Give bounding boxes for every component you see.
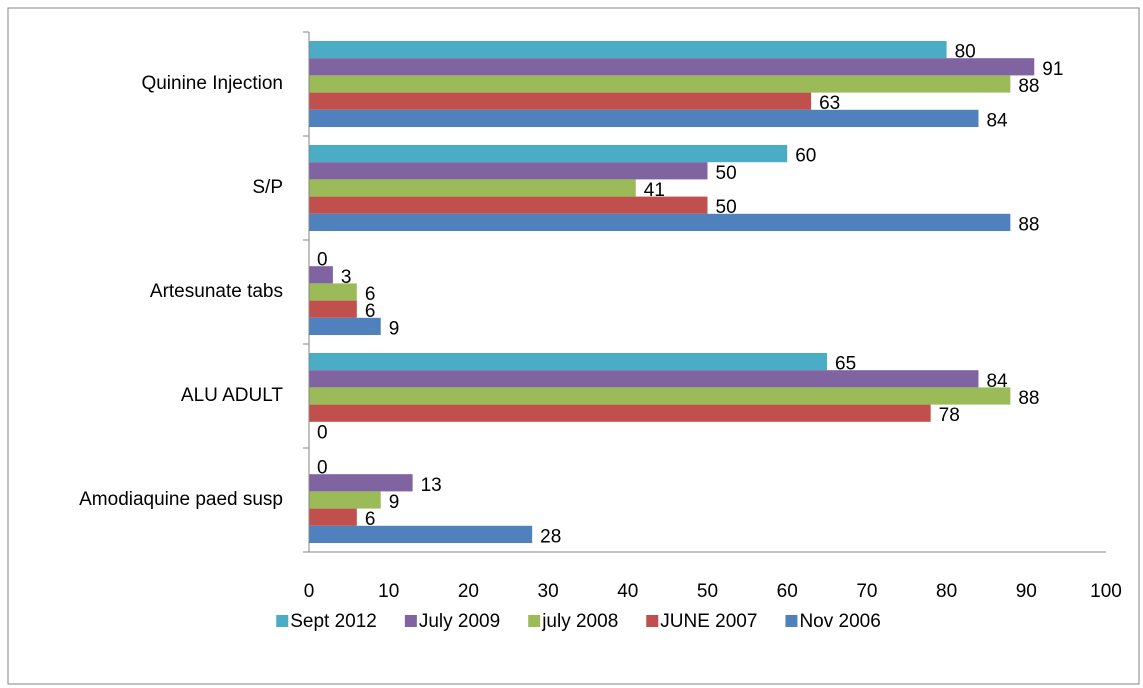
legend-label: Sept 2012: [290, 611, 377, 632]
x-tick-label: 10: [378, 581, 399, 602]
bar: [309, 179, 636, 197]
bar: [309, 266, 333, 284]
data-label: 80: [955, 42, 976, 63]
data-label: 41: [644, 180, 665, 201]
data-label: 6: [365, 509, 376, 530]
bar: [309, 404, 931, 422]
data-label: 0: [317, 458, 328, 479]
data-label: 50: [716, 197, 737, 218]
x-tick-label: 60: [777, 581, 798, 602]
bar: [309, 370, 979, 388]
bar: [309, 300, 357, 318]
data-label: 84: [986, 371, 1008, 392]
legend-swatch: [785, 615, 798, 627]
bar: [309, 283, 357, 301]
data-label: 60: [795, 146, 816, 167]
data-label: 6: [365, 301, 376, 322]
bar: [309, 508, 357, 526]
data-label: 0: [317, 250, 328, 271]
x-tick-label: 70: [856, 581, 877, 602]
bar: [309, 387, 1011, 405]
bar: [309, 213, 1011, 231]
legend-label: Nov 2006: [799, 611, 880, 632]
y-tick-label: S/P: [252, 177, 283, 198]
x-tick-label: 100: [1090, 581, 1122, 602]
x-tick-label: 90: [1016, 581, 1037, 602]
bar: [309, 109, 979, 127]
x-tick-label: 50: [697, 581, 718, 602]
x-tick-label: 30: [538, 581, 559, 602]
bar: [309, 525, 533, 543]
data-label: 3: [341, 267, 352, 288]
data-label: 63: [819, 93, 840, 114]
bar: [309, 75, 1011, 93]
x-tick-label: 80: [936, 581, 957, 602]
y-tick-label: Quinine Injection: [141, 73, 283, 94]
x-tick-label: 0: [304, 581, 315, 602]
legend-swatch: [276, 615, 289, 627]
y-tick-label: Amodiaquine paed susp: [79, 489, 283, 510]
bar: [309, 145, 788, 163]
x-tick-label: 40: [617, 581, 638, 602]
data-label: 78: [939, 405, 960, 426]
y-tick-label: ALU ADULT: [181, 385, 283, 406]
bar: [309, 491, 381, 509]
bar: [309, 92, 812, 110]
data-label: 9: [389, 318, 400, 339]
data-label: 91: [1042, 59, 1063, 80]
data-label: 6: [365, 284, 376, 305]
legend-label: JUNE 2007: [660, 611, 757, 632]
data-label: 84: [986, 110, 1008, 131]
data-label: 13: [421, 475, 442, 496]
bar: [309, 41, 947, 59]
bar: [309, 162, 708, 180]
bar: [309, 58, 1035, 76]
data-label: 65: [835, 354, 856, 375]
bar: [309, 474, 413, 492]
data-label: 28: [540, 526, 561, 547]
data-label: 9: [389, 492, 400, 513]
legend-swatch: [646, 615, 659, 627]
legend-label: July 2009: [419, 611, 500, 632]
x-tick-label: 20: [458, 581, 479, 602]
data-label: 88: [1018, 388, 1039, 409]
legend-swatch: [404, 615, 417, 627]
bar: [309, 196, 708, 214]
y-tick-label: Artesunate tabs: [150, 281, 283, 302]
legend-label: july 2008: [541, 611, 618, 632]
legend-swatch: [528, 615, 541, 627]
data-label: 50: [716, 163, 737, 184]
data-label: 0: [317, 422, 328, 443]
bar: [309, 317, 381, 335]
data-label: 88: [1018, 214, 1039, 235]
data-label: 88: [1018, 76, 1039, 97]
bar: [309, 353, 828, 371]
